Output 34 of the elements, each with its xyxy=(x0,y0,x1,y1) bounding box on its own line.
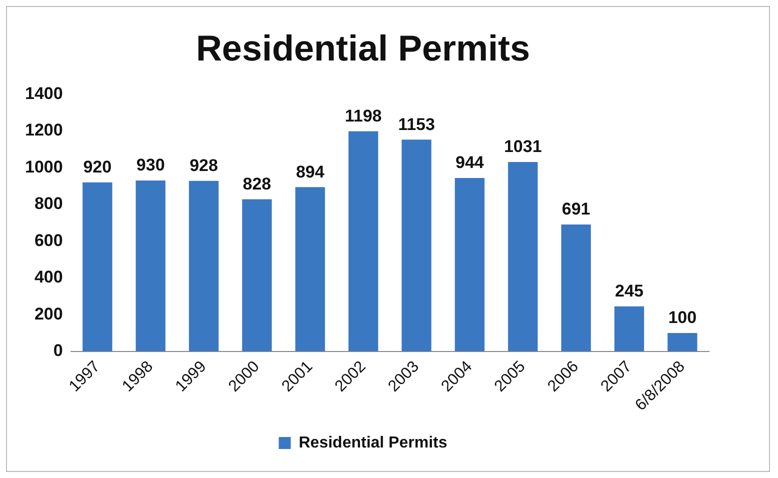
bar xyxy=(82,182,112,352)
data-label: 928 xyxy=(190,156,218,176)
y-tick-label: 400 xyxy=(34,268,63,287)
legend-label: Residential Permits xyxy=(298,434,448,452)
y-tick-label: 1000 xyxy=(24,157,63,176)
bar xyxy=(402,140,432,352)
bar xyxy=(614,306,644,352)
data-label: 920 xyxy=(83,158,112,177)
bar xyxy=(295,187,325,352)
data-label: 100 xyxy=(668,308,697,328)
data-label: 930 xyxy=(136,156,165,175)
data-label: 1031 xyxy=(504,137,542,156)
bar xyxy=(454,178,485,352)
y-tick-label: 0 xyxy=(53,341,63,360)
y-tick-label: 600 xyxy=(34,230,63,250)
data-label: 894 xyxy=(296,162,325,182)
data-label: 1198 xyxy=(344,106,382,126)
y-tick-label: 200 xyxy=(34,304,63,324)
y-tick-label: 1400 xyxy=(24,84,63,103)
bar xyxy=(188,180,219,352)
data-label: 1153 xyxy=(398,114,435,134)
bar xyxy=(508,162,538,352)
data-label: 691 xyxy=(562,200,590,219)
y-tick-label: 800 xyxy=(34,194,63,214)
y-tick-label: 1200 xyxy=(24,120,63,140)
bar xyxy=(136,180,166,352)
data-label: 944 xyxy=(455,153,484,172)
chart-title: Residential Permits xyxy=(196,28,530,69)
data-label: 245 xyxy=(615,282,644,301)
data-label: 828 xyxy=(242,174,272,194)
bar xyxy=(348,131,378,352)
bar xyxy=(242,199,272,352)
bar xyxy=(668,333,698,352)
bar xyxy=(561,224,591,352)
